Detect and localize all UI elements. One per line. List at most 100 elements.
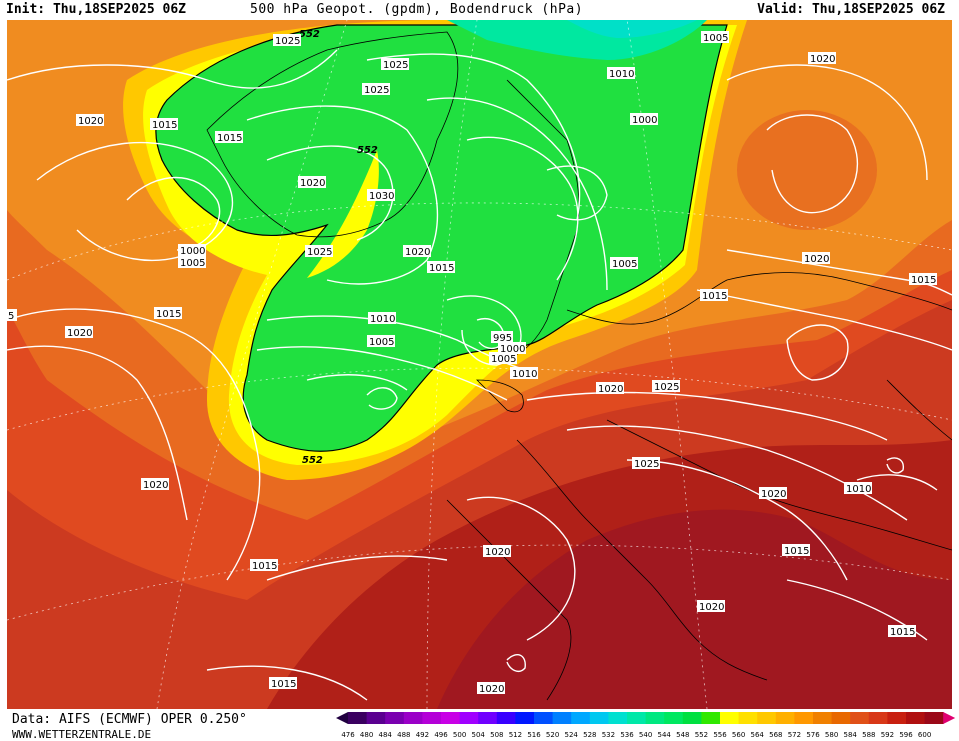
isobar-label: 1030: [367, 189, 395, 202]
isobar-label: 1025: [381, 58, 409, 71]
svg-text:1000: 1000: [632, 115, 657, 126]
isobar-label: 1015: [150, 118, 178, 131]
footer-bar: Data: AIFS (ECMWF) OPER 0.250° WWW.WETTE…: [0, 709, 959, 741]
isobar-label: 1025: [362, 83, 390, 96]
scale-tick-label: 588: [862, 731, 875, 739]
scale-swatch: [385, 712, 405, 724]
scale-swatch: [496, 712, 516, 724]
svg-text:1020: 1020: [485, 547, 510, 558]
scale-tick-label: 504: [472, 731, 486, 739]
svg-text:1015: 1015: [156, 309, 181, 320]
scale-swatch: [608, 712, 628, 724]
scale-swatch: [850, 712, 870, 724]
scale-swatch: [906, 712, 926, 724]
scale-swatch: [738, 712, 758, 724]
scale-swatch: [720, 712, 740, 724]
scale-tick-label: 520: [546, 731, 559, 739]
scale-tick-label: 552: [695, 731, 708, 739]
isobar-label: 1015: [427, 261, 455, 274]
isobar-label: 1015: [700, 289, 728, 302]
svg-text:1015: 1015: [784, 546, 809, 557]
isobar-label: 1025: [273, 34, 301, 47]
isobar-label: 5: [7, 309, 17, 322]
svg-text:1010: 1010: [609, 69, 634, 80]
svg-text:1020: 1020: [699, 602, 724, 613]
scale-swatch: [831, 712, 851, 724]
isobar-label: 1015: [269, 677, 297, 690]
isobar-label: 1020: [596, 382, 624, 395]
svg-text:1015: 1015: [702, 291, 727, 302]
scale-tick-label: 560: [732, 731, 745, 739]
valid-time-label: Valid: Thu,18SEP2025 06Z: [757, 2, 945, 17]
scale-tick-label: 548: [676, 731, 689, 739]
scale-tick-label: 592: [881, 731, 894, 739]
data-source-label: Data: AIFS (ECMWF) OPER 0.250°: [12, 712, 247, 727]
scale-swatch: [645, 712, 665, 724]
isobar-label: 1020: [477, 682, 505, 695]
scale-tick-label: 524: [565, 731, 579, 739]
isobar-label: 1000: [630, 113, 658, 126]
scale-swatch: [571, 712, 591, 724]
svg-text:1015: 1015: [252, 561, 277, 572]
isobar-label: 1015: [888, 625, 916, 638]
scale-tick-label: 536: [620, 731, 634, 739]
scale-tick-label: 572: [788, 731, 801, 739]
isobar-label: 1005: [610, 257, 638, 270]
scale-swatch: [868, 712, 888, 724]
scale-tick-label: 492: [416, 731, 429, 739]
isobar-label: 1010: [510, 367, 538, 380]
svg-text:1015: 1015: [429, 263, 454, 274]
isobar-label: 1015: [782, 544, 810, 557]
scale-swatch: [348, 712, 368, 724]
svg-text:1020: 1020: [804, 254, 829, 265]
isobar-label: 1020: [697, 600, 725, 613]
svg-text:1025: 1025: [634, 459, 659, 470]
svg-text:1025: 1025: [383, 60, 408, 71]
scale-swatch: [552, 712, 572, 724]
isobar-label: 1025: [305, 245, 333, 258]
trough-core-inner: [567, 20, 697, 38]
svg-text:1015: 1015: [271, 679, 296, 690]
scale-swatch: [794, 712, 814, 724]
weather-map: 552 552 552 1025 1025 1025 1010 1020 101…: [7, 20, 952, 709]
scale-swatch: [757, 712, 777, 724]
scale-tick-label: 556: [713, 731, 727, 739]
scale-arrow-left: [336, 712, 348, 724]
scale-tick-label: 484: [379, 731, 393, 739]
scale-arrow-right: [943, 712, 956, 724]
scale-tick-label: 600: [918, 731, 931, 739]
svg-text:1020: 1020: [405, 247, 430, 258]
svg-text:1015: 1015: [152, 120, 177, 131]
scale-tick-label: 496: [434, 731, 448, 739]
isobar-label: 1025: [652, 380, 680, 393]
isobar-label: 1020: [483, 545, 511, 558]
scale-swatch: [478, 712, 498, 724]
isobar-label: 1005: [367, 335, 395, 348]
svg-text:1020: 1020: [300, 178, 325, 189]
svg-text:1010: 1010: [512, 369, 537, 380]
svg-text:1005: 1005: [612, 259, 637, 270]
isobar-label: 1010: [844, 482, 872, 495]
scale-swatch: [403, 712, 423, 724]
ridge-core: [737, 110, 877, 230]
scale-tick-label: 580: [825, 731, 838, 739]
scale-tick-label: 596: [899, 731, 913, 739]
geopot-label: 552: [357, 145, 378, 156]
scale-tick-label: 488: [397, 731, 410, 739]
isobar-label: 1015: [154, 307, 182, 320]
isobar-label: 1015: [250, 559, 278, 572]
map-title: 500 hPa Geopot. (gpdm), Bodendruck (hPa): [250, 2, 584, 17]
scale-swatch: [775, 712, 795, 724]
svg-text:1005: 1005: [180, 258, 205, 269]
scale-swatch: [422, 712, 442, 724]
svg-text:1000: 1000: [180, 246, 205, 257]
scale-tick-label: 564: [751, 731, 765, 739]
isobar-label: 1000: [498, 342, 526, 355]
scale-tick-label: 528: [583, 731, 596, 739]
isobar-label: 1020: [802, 252, 830, 265]
scale-swatch: [701, 712, 721, 724]
website-label: WWW.WETTERZENTRALE.DE: [12, 728, 152, 741]
isobar-label: 1010: [607, 67, 635, 80]
scale-swatch: [924, 712, 944, 724]
isobar-label: 1020: [808, 52, 836, 65]
